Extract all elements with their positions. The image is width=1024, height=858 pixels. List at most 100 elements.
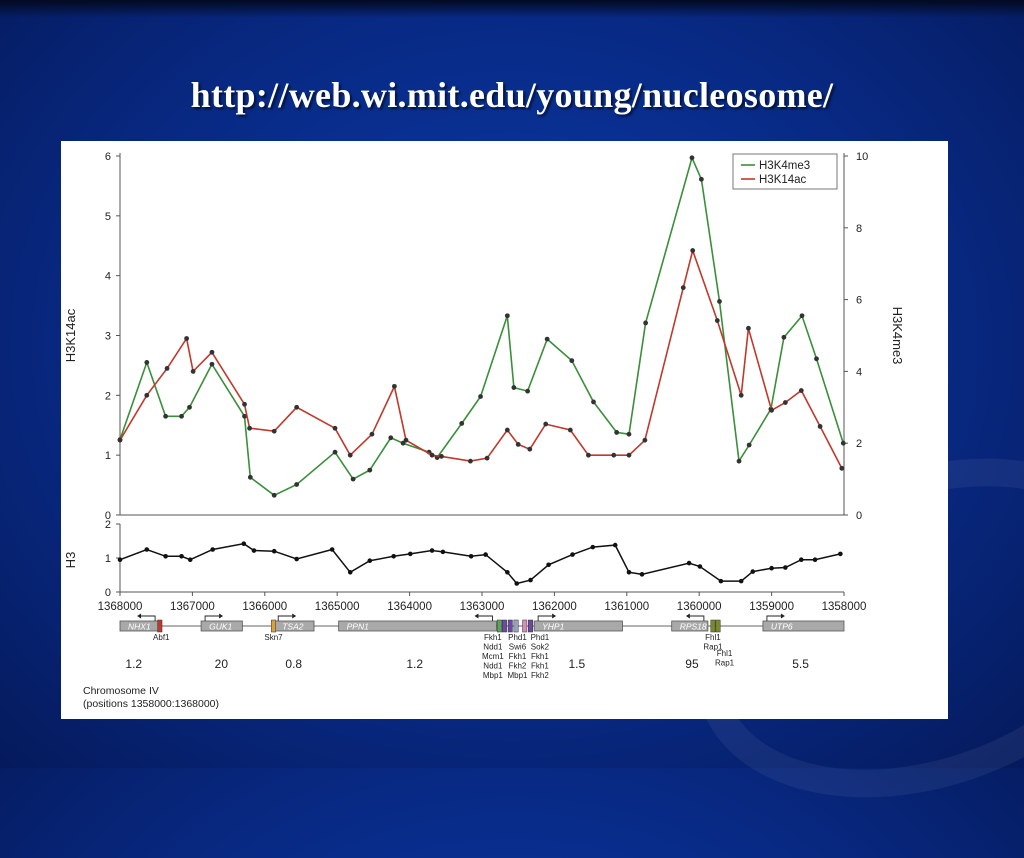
- data-point-h3k4me3: [511, 385, 517, 390]
- x-tick-label: 1368000: [98, 601, 143, 613]
- motif-label: Skn7: [264, 633, 283, 642]
- data-point-h3k14ac: [190, 369, 196, 374]
- data-point-h3k14ac: [839, 465, 845, 471]
- x-tick-label: 1367000: [170, 601, 215, 613]
- enrichment-ratio: 1.5: [569, 657, 586, 671]
- data-point-h3k4me3: [367, 467, 373, 473]
- data-point-h3: [179, 554, 184, 559]
- left-tick-label: 5: [105, 211, 111, 223]
- data-point-h3k4me3: [400, 440, 406, 446]
- right-tick-label: 8: [856, 223, 862, 235]
- series-line-h3k14ac: [119, 247, 843, 469]
- bottom-tick-label: 2: [105, 519, 111, 531]
- promoter-arrowhead: [780, 613, 785, 619]
- motif-box: [157, 619, 163, 633]
- promoter-arrowhead: [552, 613, 557, 619]
- data-point-h3: [429, 548, 435, 553]
- motif-box: [271, 619, 276, 633]
- data-point-h3k14ac: [164, 366, 170, 371]
- x-tick-label: 1366000: [242, 601, 287, 613]
- legend-box: [732, 153, 838, 190]
- data-point-h3k4me3: [332, 449, 338, 455]
- gene-name: TSA2: [282, 622, 304, 632]
- data-point-h3: [251, 548, 257, 553]
- motif-box: [501, 619, 507, 633]
- data-point-h3: [738, 578, 744, 584]
- promoter-arrow-right: [766, 615, 781, 621]
- data-point-h3k14ac: [567, 427, 573, 433]
- data-point-h3k14ac: [242, 401, 247, 407]
- legend-label-h3k14ac: H3K14ac: [759, 174, 807, 186]
- motif-box: [513, 619, 519, 633]
- x-tick-label: 1358000: [822, 601, 867, 613]
- x-tick-label: 1364000: [387, 601, 432, 613]
- right-tick-label: 2: [856, 438, 862, 450]
- data-point-h3k14ac: [347, 452, 353, 458]
- data-point-h3: [718, 578, 724, 584]
- data-point-h3k14ac: [271, 428, 277, 434]
- data-point-h3k4me3: [525, 388, 531, 394]
- promoter-arrow-left: [141, 615, 156, 621]
- data-point-h3: [468, 554, 474, 559]
- y-axis-label-left: H3K14ac: [63, 308, 78, 362]
- motif-label: Fkh2: [531, 671, 549, 680]
- motif-label: Fhl1: [705, 633, 721, 642]
- motif-label: Sok2: [531, 643, 550, 652]
- data-point-h3k14ac: [391, 383, 397, 389]
- data-point-h3k14ac: [209, 349, 215, 355]
- data-point-h3k4me3: [179, 413, 184, 419]
- slide-title: http://web.wi.mit.edu/young/nucleosome/: [190, 75, 834, 115]
- data-point-h3: [117, 557, 123, 562]
- data-point-h3k14ac: [468, 458, 473, 464]
- data-point-h3k4me3: [247, 474, 253, 480]
- motif-label: Ndd1: [483, 662, 503, 671]
- motif-box: [507, 619, 513, 633]
- right-tick-label: 10: [856, 151, 868, 163]
- data-point-h3k14ac: [515, 441, 521, 447]
- data-point-h3: [187, 557, 193, 562]
- motif-label: Fkh2: [509, 662, 527, 671]
- data-point-h3k14ac: [746, 325, 751, 331]
- data-point-h3: [546, 562, 551, 568]
- data-point-h3k14ac: [144, 392, 150, 398]
- y-axis-label-bottom: H3: [63, 552, 78, 569]
- promoter-arrowhead: [137, 613, 142, 619]
- data-point-h3k14ac: [626, 452, 632, 458]
- data-point-h3k4me3: [591, 399, 596, 405]
- gene-box: [200, 620, 243, 632]
- data-point-h3k14ac: [611, 452, 617, 458]
- data-point-h3k4me3: [840, 440, 846, 446]
- promoter-arrow-left: [478, 615, 493, 621]
- data-point-h3: [505, 569, 510, 575]
- x-tick-label: 1360000: [677, 601, 722, 613]
- motif-label: Swi6: [509, 643, 527, 652]
- data-point-h3k4me3: [459, 421, 465, 426]
- series-line-h3k4me3: [119, 155, 845, 497]
- data-point-h3k14ac: [680, 285, 686, 291]
- data-point-h3k14ac: [714, 318, 720, 323]
- series-line-h3: [119, 542, 841, 585]
- enrichment-ratio: 1.2: [125, 657, 142, 671]
- data-point-h3k4me3: [187, 404, 192, 410]
- data-point-h3: [769, 565, 774, 571]
- data-point-h3k4me3: [689, 155, 695, 161]
- data-point-h3k14ac: [504, 427, 510, 433]
- left-tick-label: 3: [105, 331, 111, 343]
- data-point-h3: [144, 547, 150, 552]
- motif-label: Abf1: [153, 633, 170, 642]
- data-point-h3: [838, 551, 843, 557]
- promoter-arrow-left: [689, 615, 705, 621]
- data-point-h3: [271, 548, 277, 554]
- left-tick-label: 4: [105, 271, 111, 283]
- enrichment-ratio: 1.2: [406, 657, 423, 671]
- data-point-h3: [329, 547, 335, 552]
- motif-label: Rap1: [703, 643, 723, 652]
- data-point-h3k4me3: [781, 334, 787, 340]
- data-point-h3k4me3: [746, 442, 752, 448]
- data-point-h3k4me3: [478, 394, 483, 399]
- gene-name: GUK1: [209, 622, 232, 632]
- data-point-h3k14ac: [817, 424, 823, 429]
- y-axis-label-right: H3K4me3: [890, 307, 905, 365]
- data-point-h3k14ac: [429, 452, 435, 458]
- data-point-h3: [697, 564, 703, 569]
